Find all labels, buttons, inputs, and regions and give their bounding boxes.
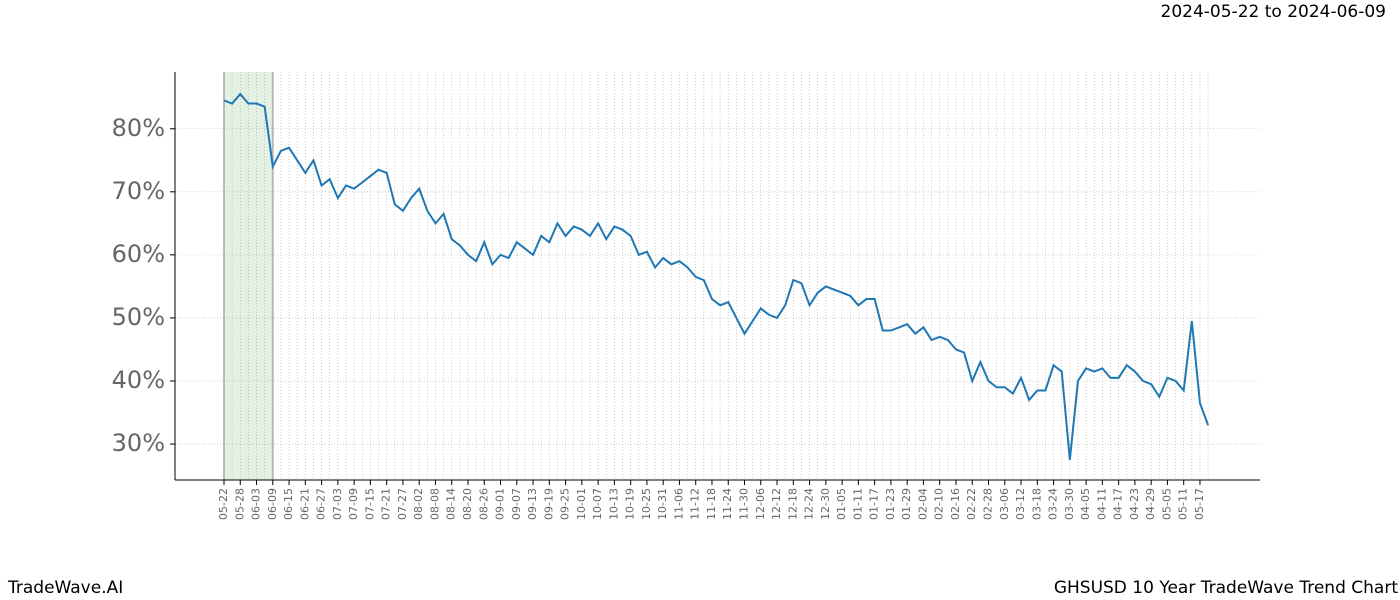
x-tick-label: 08-20 [461,488,474,520]
x-tick-label: 10-31 [656,488,669,520]
chart-subtitle: 2024-05-22 to 2024-06-09 [1161,2,1386,22]
x-tick-label: 05-28 [233,488,246,520]
x-tick-label: 06-27 [315,488,328,520]
x-tick-label: 10-25 [640,488,653,520]
x-tick-label: 03-06 [998,488,1011,520]
x-tick-label: 01-05 [835,488,848,520]
y-tick-label: 30% [112,429,165,457]
x-tick-label: 12-06 [754,488,767,520]
x-tick-label: 07-09 [347,488,360,520]
x-tick-label: 04-23 [1128,488,1141,520]
x-tick-label: 11-30 [738,488,751,520]
x-tick-label: 12-18 [786,488,799,520]
x-tick-label: 12-24 [803,488,816,520]
x-tick-label: 08-02 [412,488,425,520]
x-tick-label: 04-05 [1079,488,1092,520]
x-tick-label: 02-04 [916,488,929,520]
x-tick-label: 09-25 [559,488,572,520]
data-line [223,92,1210,460]
x-tick-label: 06-03 [250,488,263,520]
y-tick-label: 60% [112,240,165,268]
x-tick-label: 07-15 [363,488,376,520]
x-tick-label: 07-27 [396,488,409,520]
x-tick-label: 08-08 [428,488,441,520]
x-tick-label: 06-15 [282,488,295,520]
x-tick-label: 10-19 [624,488,637,520]
x-tick-label: 07-21 [380,488,393,520]
x-tick-label: 02-16 [949,488,962,520]
x-tick-label: 11-24 [721,488,734,520]
x-tick-label: 09-13 [526,488,539,520]
x-tick-label: 01-17 [868,488,881,520]
x-tick-label: 06-09 [266,488,279,520]
y-tick-label: 80% [112,114,165,142]
x-tick-label: 11-18 [705,488,718,520]
x-tick-label: 11-12 [689,488,702,520]
x-tick-label: 08-14 [445,488,458,520]
x-tick-label: 06-21 [298,488,311,520]
x-tick-label: 01-29 [900,488,913,520]
x-tick-label: 04-17 [1112,488,1125,520]
x-tick-label: 11-06 [672,488,685,520]
x-tick-label: 05-11 [1177,488,1190,520]
x-tick-label: 10-01 [575,488,588,520]
x-tick-label: 05-22 [217,488,230,520]
x-tick-label: 10-13 [607,488,620,520]
x-tick-label: 03-24 [1047,488,1060,520]
x-tick-label: 12-12 [770,488,783,520]
footer-left: TradeWave.AI [7,578,123,598]
x-tick-label: 01-11 [851,488,864,520]
x-tick-label: 03-12 [1014,488,1027,520]
x-tick-label: 05-17 [1193,488,1206,520]
x-tick-label: 03-30 [1063,488,1076,520]
x-tick-label: 02-28 [982,488,995,520]
x-tick-label: 05-05 [1160,488,1173,520]
x-tick-label: 02-10 [933,488,946,520]
footer-right: GHSUSD 10 Year TradeWave Trend Chart [1054,578,1398,598]
x-tick-label: 03-18 [1030,488,1043,520]
x-tick-label: 01-23 [884,488,897,520]
y-tick-label: 40% [112,366,165,394]
x-tick-label: 10-07 [591,488,604,520]
x-tick-label: 09-19 [542,488,555,520]
x-tick-label: 04-11 [1095,488,1108,520]
x-tick-label: 08-26 [477,488,490,520]
x-tick-label: 09-07 [510,488,523,520]
x-tick-label: 12-30 [819,488,832,520]
y-tick-label: 50% [112,303,165,331]
y-tick-label: 70% [112,177,165,205]
x-tick-label: 04-29 [1144,488,1157,520]
x-tick-label: 09-01 [494,488,507,520]
x-tick-label: 02-22 [965,488,978,520]
x-tick-label: 07-03 [331,488,344,520]
